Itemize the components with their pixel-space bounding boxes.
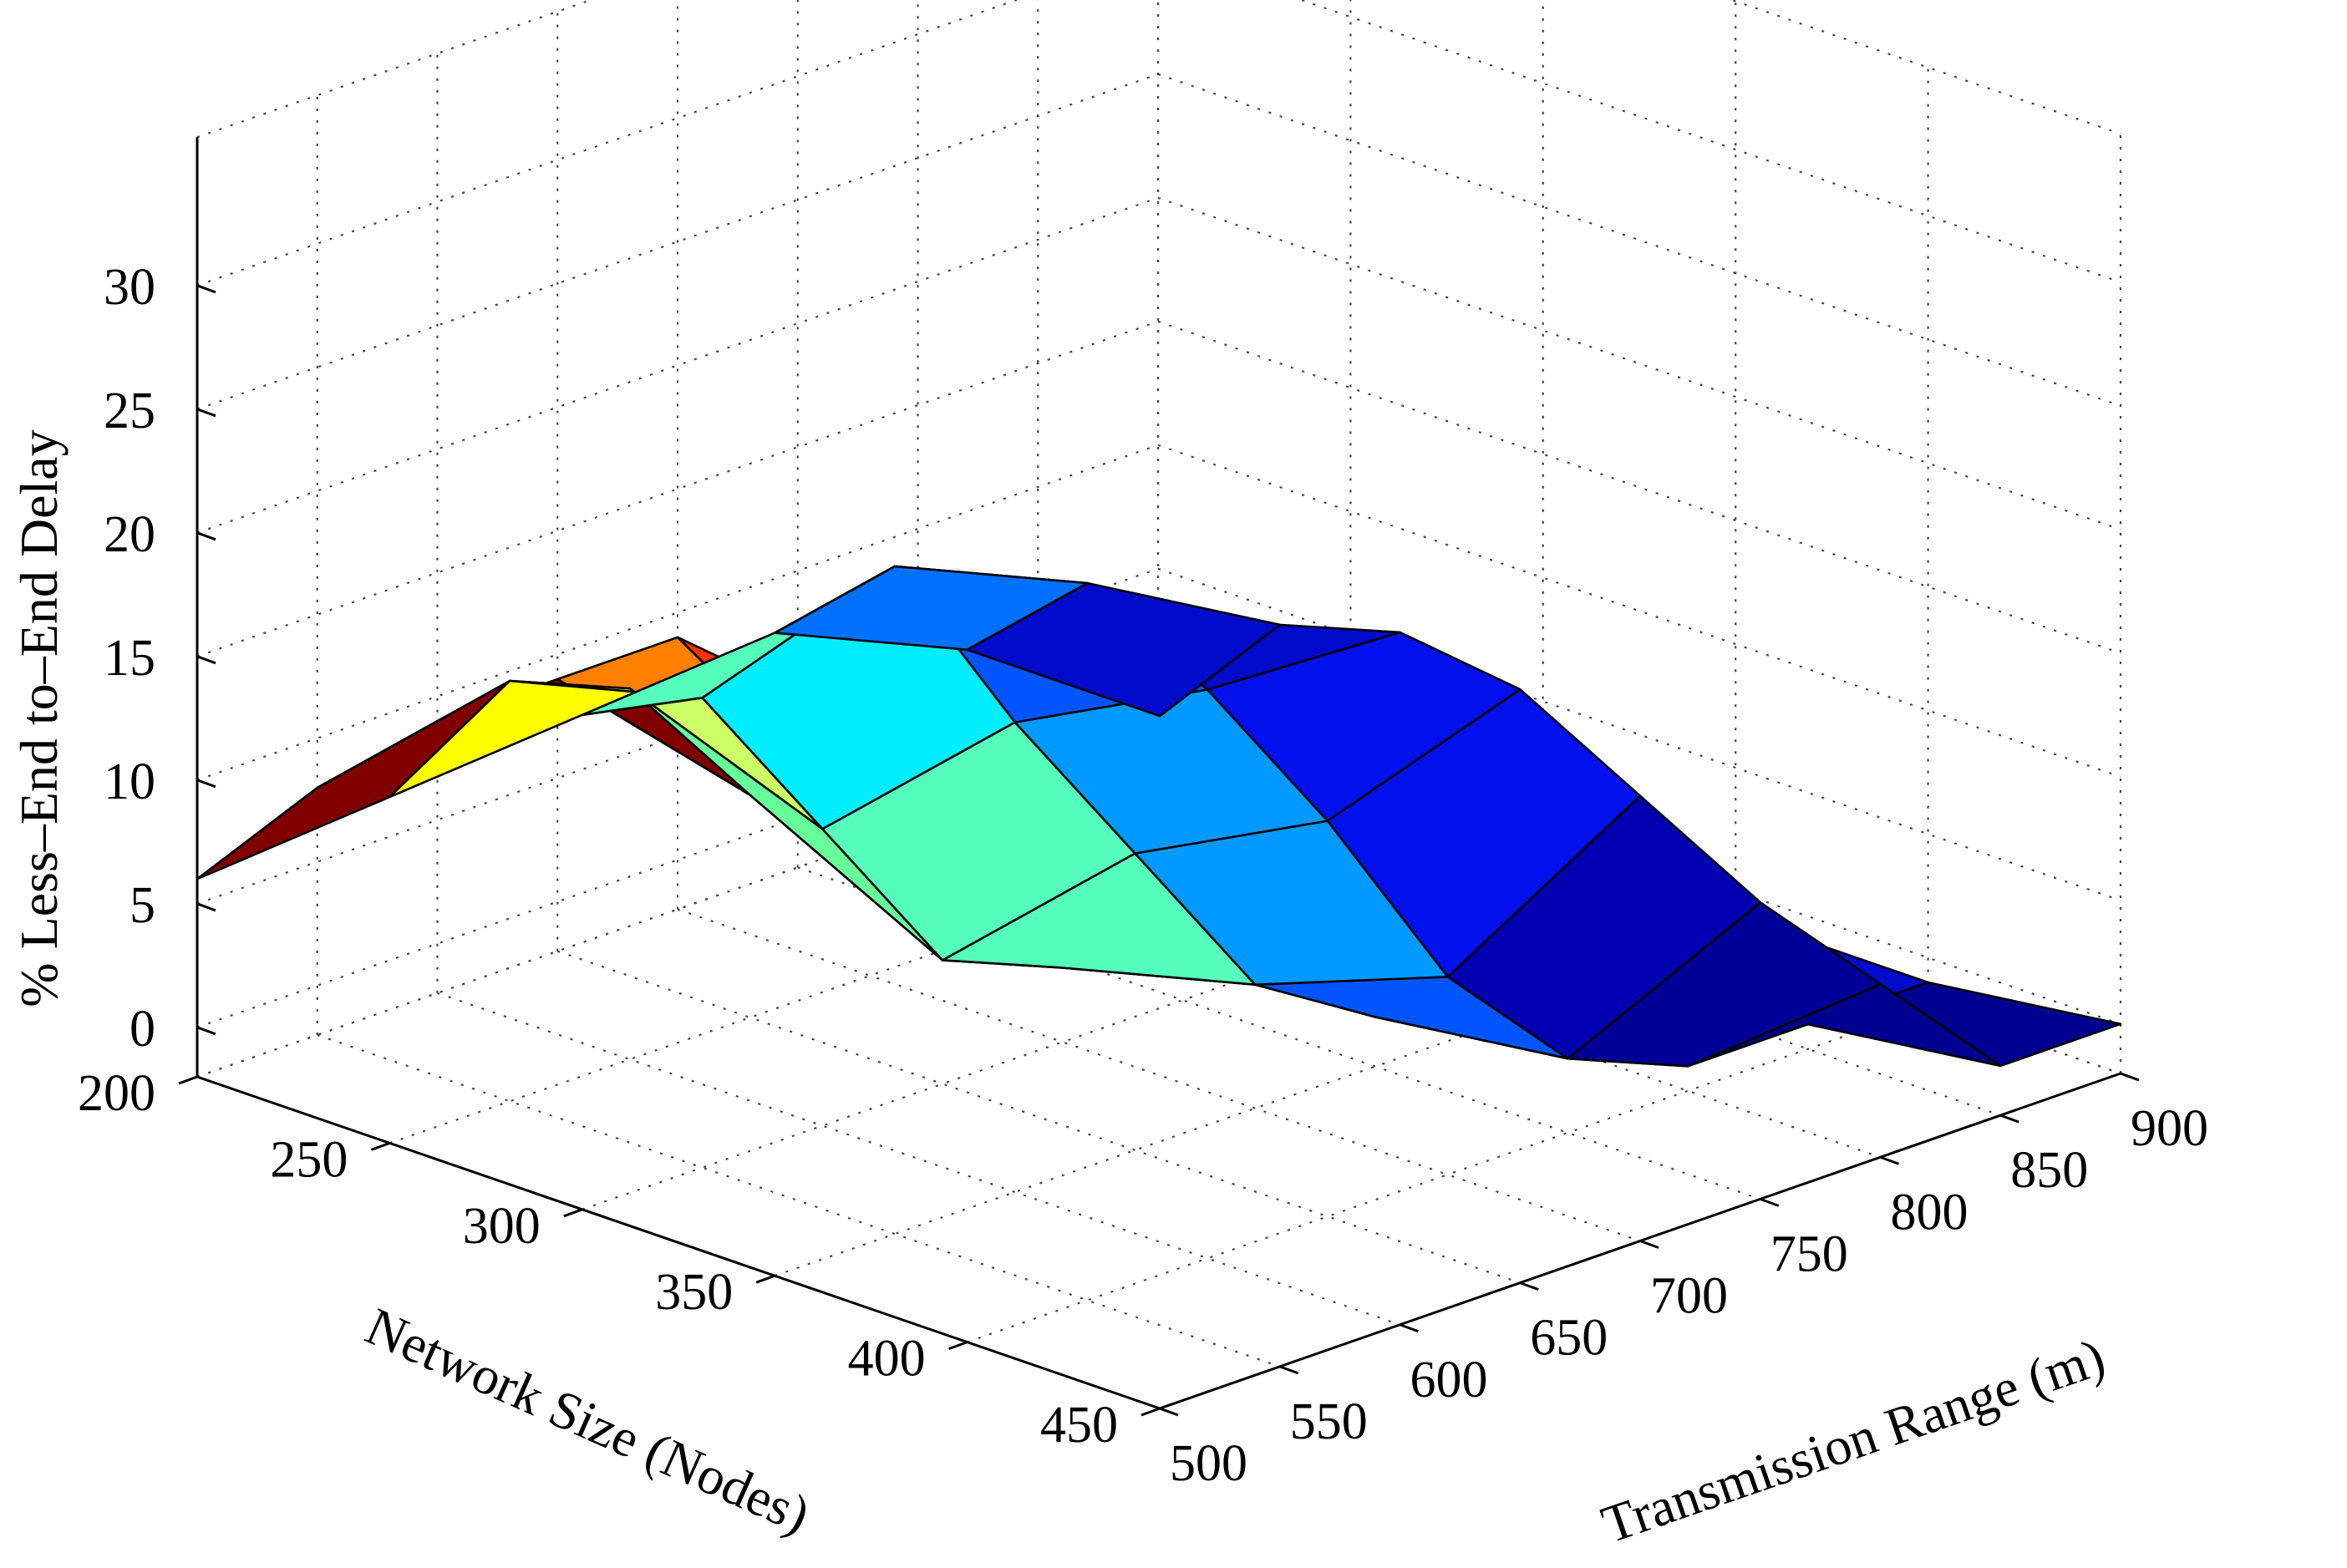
z-tick: [196, 284, 216, 294]
y-tick-label: 500: [1170, 1435, 1247, 1492]
z-tick-label: 10: [104, 754, 155, 810]
y-tick: [1639, 1240, 1659, 1249]
y-tick-label: 750: [1770, 1225, 1848, 1282]
z-axis-label: % Less–End to–End Delay: [9, 429, 69, 1007]
x-tick: [1140, 1407, 1161, 1417]
grid-line: [196, 73, 2121, 410]
x-tick-label: 200: [78, 1065, 155, 1122]
y-tick-label: 600: [1410, 1352, 1488, 1408]
y-tick-label: 800: [1891, 1184, 1969, 1241]
x-tick-label: 300: [463, 1198, 541, 1255]
y-tick-label: 900: [2131, 1100, 2208, 1157]
grid-line: [196, 320, 2121, 657]
grid-line: [967, 1006, 1928, 1343]
grid-line: [196, 0, 2121, 139]
x-tick: [563, 1208, 583, 1218]
y-tick: [1879, 1155, 1900, 1165]
x-tick: [178, 1075, 198, 1085]
grid-line: [196, 444, 2121, 781]
surface-cell: [966, 581, 1282, 718]
x-axis-label: Network Size (Nodes): [358, 1297, 819, 1545]
y-tick: [1399, 1323, 1420, 1333]
z-tick: [196, 531, 216, 541]
z-tick-label: 20: [104, 506, 155, 563]
x-tick-label: 250: [270, 1131, 348, 1188]
y-tick: [2120, 1072, 2140, 1082]
z-tick-label: 25: [104, 383, 155, 439]
tick-labels: 2002503003504004505005506006507007508008…: [78, 259, 2208, 1492]
y-tick-label: 650: [1530, 1310, 1608, 1367]
grid-line: [317, 1033, 1281, 1368]
grid-line: [196, 691, 2121, 1028]
z-tick: [196, 655, 216, 665]
grid-line: [196, 196, 2121, 534]
grid-line: [196, 567, 2121, 905]
x-axis-line: [196, 1075, 1161, 1410]
surface: [196, 565, 2122, 1068]
y-tick-label: 850: [2010, 1142, 2088, 1199]
y-tick-label: 550: [1290, 1393, 1368, 1450]
y-axis-label: Transmission Range (m): [1594, 1327, 2111, 1554]
x-tick-label: 400: [848, 1331, 926, 1388]
z-tick-label: 15: [104, 630, 155, 687]
axes: [178, 137, 2140, 1417]
z-tick-label: 5: [130, 877, 155, 934]
grid-line: [437, 992, 1400, 1326]
y-tick: [1999, 1114, 2019, 1124]
y-tick-label: 700: [1650, 1268, 1728, 1325]
z-tick: [196, 408, 216, 418]
z-tick-label: 0: [130, 1001, 155, 1058]
x-tick-label: 350: [655, 1264, 733, 1321]
z-tick: [196, 902, 216, 912]
y-tick: [1760, 1197, 1780, 1207]
z-tick: [196, 1026, 216, 1036]
z-tick-label: 30: [104, 259, 155, 316]
z-tick: [196, 779, 216, 789]
y-tick: [1519, 1281, 1539, 1291]
x-tick: [370, 1141, 390, 1151]
y-tick: [1279, 1365, 1299, 1375]
grid-line: [196, 0, 2121, 287]
x-tick: [948, 1341, 968, 1351]
y-tick: [1159, 1407, 1179, 1417]
x-tick-label: 450: [1040, 1397, 1118, 1454]
x-tick: [755, 1274, 775, 1284]
